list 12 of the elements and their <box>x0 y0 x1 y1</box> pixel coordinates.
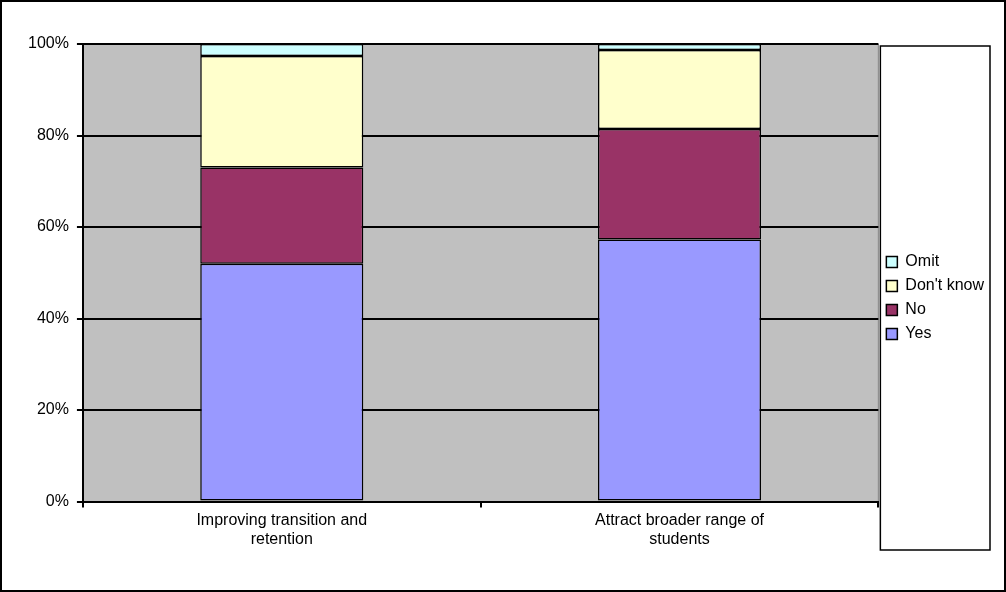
y-tick-label: 60% <box>36 217 69 235</box>
x-tick-label: Attract broader range of students <box>595 510 765 547</box>
y-tick-label: 100% <box>28 34 69 52</box>
y-tick-label: 20% <box>36 400 69 418</box>
legend-label: Omit <box>905 252 940 270</box>
y-tick-label: 0% <box>45 492 69 510</box>
legend-label: Don't know <box>905 276 985 294</box>
legend-label: No <box>905 300 926 318</box>
y-tick-label: 80% <box>36 125 69 143</box>
legend-label: Yes <box>905 324 932 342</box>
x-tick-label: Improving transition and retention <box>196 510 368 547</box>
y-tick-label: 40% <box>36 308 69 326</box>
